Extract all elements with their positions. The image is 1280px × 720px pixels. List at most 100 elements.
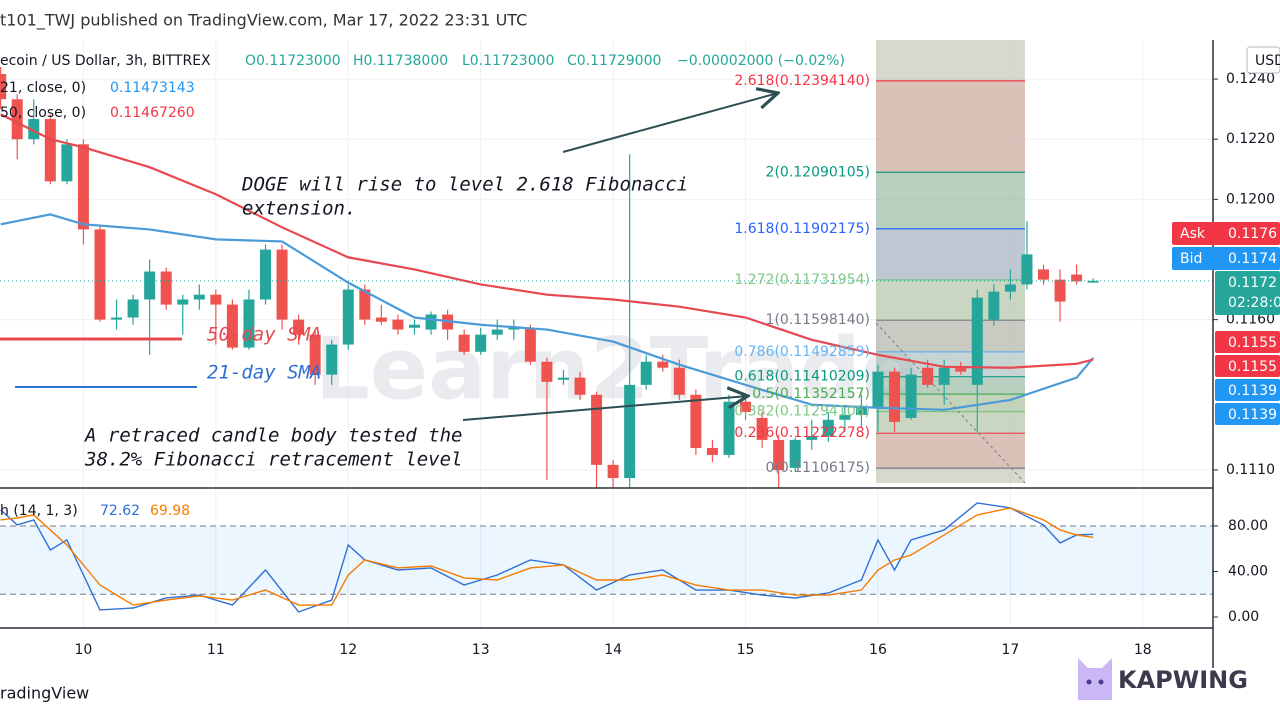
candle-body [177, 299, 189, 305]
source: radingView [0, 684, 89, 703]
x-tick-label: 11 [207, 642, 225, 658]
fib-label: 0.618(0.11410209) [734, 369, 870, 385]
price-tag-name: Bid [1180, 251, 1202, 267]
candle-body [508, 327, 520, 330]
fib-label: 0.5(0.11352157) [752, 386, 870, 402]
ohlc-low: L0.11723000 [462, 53, 554, 69]
x-tick-label: 17 [1001, 642, 1019, 658]
candle-body [524, 327, 536, 362]
x-tick-label: 14 [604, 642, 622, 658]
candle-body [905, 374, 917, 418]
y-tick-label: 0.1240 [1226, 71, 1275, 87]
candle-body [822, 419, 834, 436]
candle-body [839, 414, 851, 420]
candle-body [342, 289, 354, 345]
candle-body [591, 394, 603, 465]
candle-body [872, 371, 884, 408]
fib-label: 1.618(0.11902175) [734, 221, 870, 237]
price-tag-value: 0.1174 [1228, 251, 1277, 267]
stoch-band [0, 525, 1213, 595]
axes: 10 11 12 13 14 15 16 17 18 0.1240 0.1220 0.1200 0.11… [75, 71, 1275, 658]
logo-icon [1078, 658, 1112, 700]
candle-body [144, 271, 156, 300]
candle-body [0, 73, 7, 100]
symbol: ecoin / US Dollar, 3h, BITTREX [0, 53, 211, 69]
fib-label: 2(0.12090105) [766, 164, 870, 180]
y-tick-label: 0.1110 [1226, 462, 1275, 478]
annotation: A retraced candle body tested the [84, 425, 463, 447]
logo-eye [1086, 679, 1092, 685]
price-tags: Ask 0.1176 Bid 0.1174 0.1172 02:28:0 0.1155 0.1… [1172, 222, 1280, 425]
candle-body [1037, 269, 1049, 280]
candle-body [657, 361, 669, 368]
y-tick-label: 0.1160 [1226, 312, 1275, 328]
fib-label: 0.382(0.11294106) [734, 404, 870, 420]
candle-body [458, 334, 470, 352]
price-tag-value: 0.1172 [1228, 275, 1277, 291]
candle-body [1087, 280, 1099, 283]
fib-band [876, 228, 1025, 280]
candle-body [773, 439, 785, 470]
candle-body [44, 119, 56, 182]
candle-body [491, 329, 503, 335]
candle-body [922, 367, 934, 385]
price-tag-timer: 02:28:0 [1228, 295, 1280, 311]
candle-body [1004, 284, 1016, 292]
price-tag-value: 0.1139 [1228, 383, 1277, 399]
candle-body [392, 319, 404, 330]
candle-body [971, 297, 983, 385]
fib-label: 1.272(0.11731954) [734, 272, 870, 288]
candle-body [706, 448, 718, 455]
candle-body [541, 361, 553, 382]
candle-body [28, 119, 40, 140]
y-tick-label: 40.00 [1228, 563, 1268, 579]
candle-body [210, 294, 222, 305]
price-tag [1215, 403, 1280, 425]
stoch-line [0, 507, 1094, 606]
candle-body [889, 371, 901, 422]
ohlc-high: H0.11738000 [353, 53, 448, 69]
fib-label: 1(0.11598140) [766, 312, 870, 328]
x-tick-label: 15 [737, 642, 755, 658]
fib-band [876, 80, 1025, 173]
candle-body [293, 319, 305, 335]
sma21-label: 21-day SMA [207, 362, 321, 384]
legend-stoch-k: 72.62 [100, 503, 140, 519]
candle-body [94, 229, 106, 320]
candle-body [408, 324, 420, 328]
annotation: DOGE will rise to level 2.618 Fibonacci [241, 174, 688, 196]
footer [0, 668, 1280, 720]
candles [0, 67, 1213, 488]
stochastic-panel [0, 502, 1213, 613]
candle-body [193, 294, 205, 300]
y-tick-label: 0.1200 [1226, 191, 1275, 207]
annotation: extension. [242, 198, 356, 220]
sma-line [0, 213, 1095, 411]
candle-body [855, 407, 867, 415]
legend-sma50-value: 0.11467260 [110, 105, 195, 121]
candle-body [243, 299, 255, 348]
candle-body [673, 367, 685, 395]
kapwing-logo: KAPWING [1078, 658, 1248, 700]
legend-sma21: 21, close, 0) [0, 80, 86, 96]
candle-body [607, 464, 619, 479]
sma-lines [0, 113, 1095, 411]
y-tick-label: 0.1220 [1226, 131, 1275, 147]
price-tag [1215, 331, 1280, 353]
candle-body [11, 99, 23, 140]
candle-body [1071, 274, 1083, 282]
logo-text: KAPWING [1118, 666, 1248, 694]
candle-body [359, 289, 371, 320]
arrow [562, 93, 778, 153]
candle-body [276, 249, 288, 320]
legend-stoch: h (14, 1, 3) [0, 503, 78, 519]
price-tag [1172, 247, 1280, 270]
x-tick-label: 13 [472, 642, 490, 658]
ohlc-change: −0.00002000 (−0.02%) [677, 53, 845, 69]
fib-band [876, 320, 1025, 352]
ohlc-close: C0.11729000 [567, 53, 661, 69]
candle-body [160, 271, 172, 305]
price-tag-value: 0.1155 [1228, 335, 1277, 351]
price-tag [1215, 355, 1280, 377]
